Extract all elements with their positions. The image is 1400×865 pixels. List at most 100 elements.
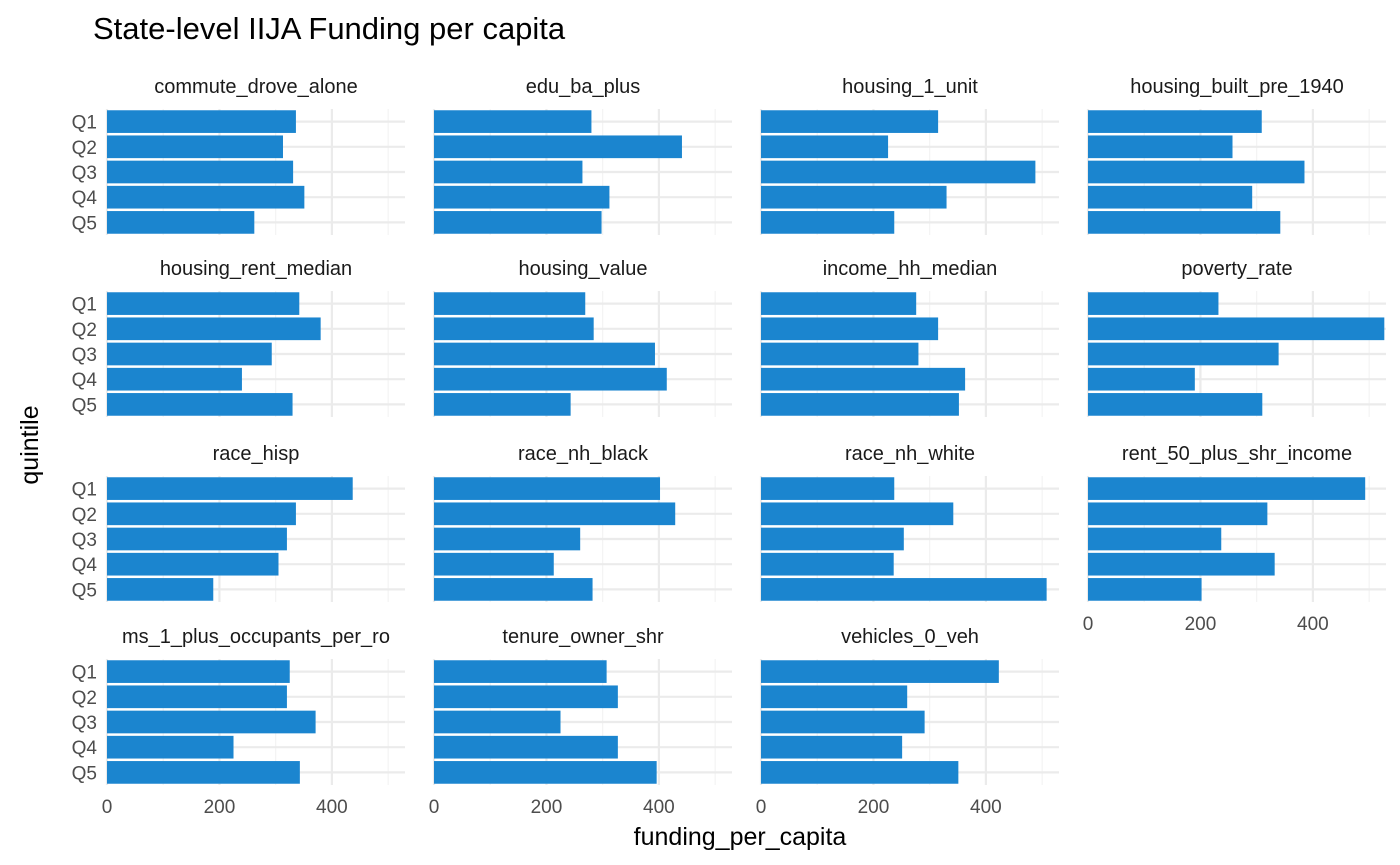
y-tick-label: Q5 bbox=[72, 580, 97, 601]
x-tick-label: 0 bbox=[429, 797, 440, 818]
bar-q1 bbox=[107, 110, 296, 133]
facet-panel: poverty_rate bbox=[1086, 258, 1386, 417]
y-tick-label: Q3 bbox=[72, 163, 97, 184]
bar-q4 bbox=[761, 367, 966, 391]
y-axis-title: quintile bbox=[16, 405, 44, 484]
bar-q2 bbox=[434, 317, 594, 341]
bar-q1 bbox=[1088, 110, 1262, 133]
facet-strip-label: edu_ba_plus bbox=[526, 76, 641, 98]
x-tick-label: 400 bbox=[1297, 614, 1329, 635]
bar-q2 bbox=[434, 135, 682, 159]
bar-q4 bbox=[107, 367, 242, 391]
y-tick-label: Q4 bbox=[72, 555, 98, 576]
facet-strip-label: race_nh_black bbox=[518, 443, 649, 465]
facet-strip-label: housing_rent_median bbox=[160, 258, 352, 280]
bar-q3 bbox=[434, 342, 655, 366]
x-tick-label: 200 bbox=[204, 797, 236, 818]
bar-q4 bbox=[1088, 185, 1253, 209]
facet-strip-label: vehicles_0_veh bbox=[841, 626, 979, 648]
bar-q4 bbox=[1088, 367, 1195, 391]
facet-panel: race_nh_black bbox=[432, 443, 732, 602]
bar-q1 bbox=[761, 477, 895, 500]
facet-strip-label: poverty_rate bbox=[1181, 258, 1292, 280]
bar-q1 bbox=[107, 477, 353, 500]
bar-q2 bbox=[1088, 135, 1233, 159]
facet-panels: commute_drove_alone Q1 Q2 Q3 Q4 Q5 edu_ba_plus… bbox=[72, 76, 1386, 818]
bar-q2 bbox=[1088, 502, 1268, 526]
facet-panel: race_nh_white bbox=[759, 443, 1059, 602]
bar-q5 bbox=[434, 761, 657, 784]
facet-panel: income_hh_median bbox=[759, 258, 1059, 417]
bar-q5 bbox=[761, 761, 959, 784]
bar-q5 bbox=[761, 211, 895, 234]
bar-q4 bbox=[761, 735, 903, 759]
y-tick-label: Q5 bbox=[72, 763, 97, 784]
facet-strip-label: ms_1_plus_occupants_per_ro bbox=[122, 626, 390, 648]
x-tick-label: 200 bbox=[858, 797, 890, 818]
y-tick-label: Q1 bbox=[72, 663, 97, 684]
y-tick-label: Q4 bbox=[72, 738, 98, 759]
y-tick-label: Q1 bbox=[72, 295, 97, 316]
facet-panel: edu_ba_plus bbox=[432, 76, 732, 235]
bar-q4 bbox=[434, 552, 554, 576]
bar-q1 bbox=[107, 292, 300, 315]
bar-q2 bbox=[761, 685, 908, 709]
x-tick-label: 0 bbox=[1083, 614, 1094, 635]
bar-q1 bbox=[434, 477, 661, 500]
x-tick-label: 200 bbox=[531, 797, 563, 818]
bar-q5 bbox=[107, 578, 214, 601]
bar-q3 bbox=[761, 342, 919, 366]
facet-panel: vehicles_0_veh 0 200 400 bbox=[756, 626, 1059, 818]
facet-panel: tenure_owner_shr 0 200 400 bbox=[429, 626, 732, 818]
bar-q2 bbox=[1088, 317, 1385, 341]
bar-q1 bbox=[1088, 292, 1219, 315]
bar-q2 bbox=[107, 502, 296, 526]
bar-q2 bbox=[761, 317, 939, 341]
bar-q5 bbox=[761, 393, 959, 416]
bar-q3 bbox=[434, 710, 561, 734]
bar-q2 bbox=[107, 317, 321, 341]
bar-q5 bbox=[107, 211, 255, 234]
bar-q1 bbox=[761, 292, 917, 315]
bar-q1 bbox=[761, 110, 939, 133]
bar-q5 bbox=[1088, 211, 1281, 234]
bar-q4 bbox=[434, 185, 610, 209]
bar-q2 bbox=[761, 135, 889, 159]
x-tick-label: 0 bbox=[102, 797, 113, 818]
bar-q4 bbox=[107, 185, 305, 209]
x-tick-label: 400 bbox=[643, 797, 675, 818]
facet-panel: ms_1_plus_occupants_per_ro Q1 Q2 Q3 Q4 Q50 200… bbox=[72, 626, 405, 818]
bar-q4 bbox=[434, 735, 618, 759]
bar-q1 bbox=[434, 660, 607, 683]
bar-q3 bbox=[1088, 527, 1222, 551]
facet-panel: rent_50_plus_shr_income 0 200 400 bbox=[1083, 443, 1386, 635]
bar-q1 bbox=[434, 110, 592, 133]
bar-q1 bbox=[107, 660, 290, 683]
bar-q4 bbox=[107, 552, 279, 576]
x-tick-label: 400 bbox=[316, 797, 348, 818]
y-tick-label: Q3 bbox=[72, 345, 97, 366]
bar-q3 bbox=[107, 160, 294, 184]
facet-panel: housing_value bbox=[432, 258, 732, 417]
y-tick-label: Q3 bbox=[72, 530, 97, 551]
y-tick-label: Q5 bbox=[72, 213, 97, 234]
facet-strip-label: race_nh_white bbox=[845, 443, 975, 465]
bar-q5 bbox=[434, 393, 571, 416]
facet-strip-label: tenure_owner_shr bbox=[502, 626, 664, 648]
bar-q3 bbox=[1088, 160, 1305, 184]
y-tick-label: Q5 bbox=[72, 395, 97, 416]
bar-q2 bbox=[434, 685, 618, 709]
bar-q2 bbox=[434, 502, 676, 526]
facet-strip-label: race_hisp bbox=[213, 443, 300, 465]
facet-panel: housing_rent_median Q1 Q2 Q3 Q4 Q5 bbox=[72, 258, 405, 417]
facet-panel: commute_drove_alone Q1 Q2 Q3 Q4 Q5 bbox=[72, 76, 405, 235]
bar-q5 bbox=[107, 761, 300, 784]
facet-panel: race_hisp Q1 Q2 Q3 Q4 Q5 bbox=[72, 443, 405, 602]
bar-q5 bbox=[434, 211, 602, 234]
bar-q1 bbox=[1088, 477, 1366, 500]
facet-strip-label: housing_1_unit bbox=[842, 76, 978, 98]
bar-q4 bbox=[107, 735, 234, 759]
bar-q4 bbox=[1088, 552, 1275, 576]
x-tick-label: 0 bbox=[756, 797, 767, 818]
